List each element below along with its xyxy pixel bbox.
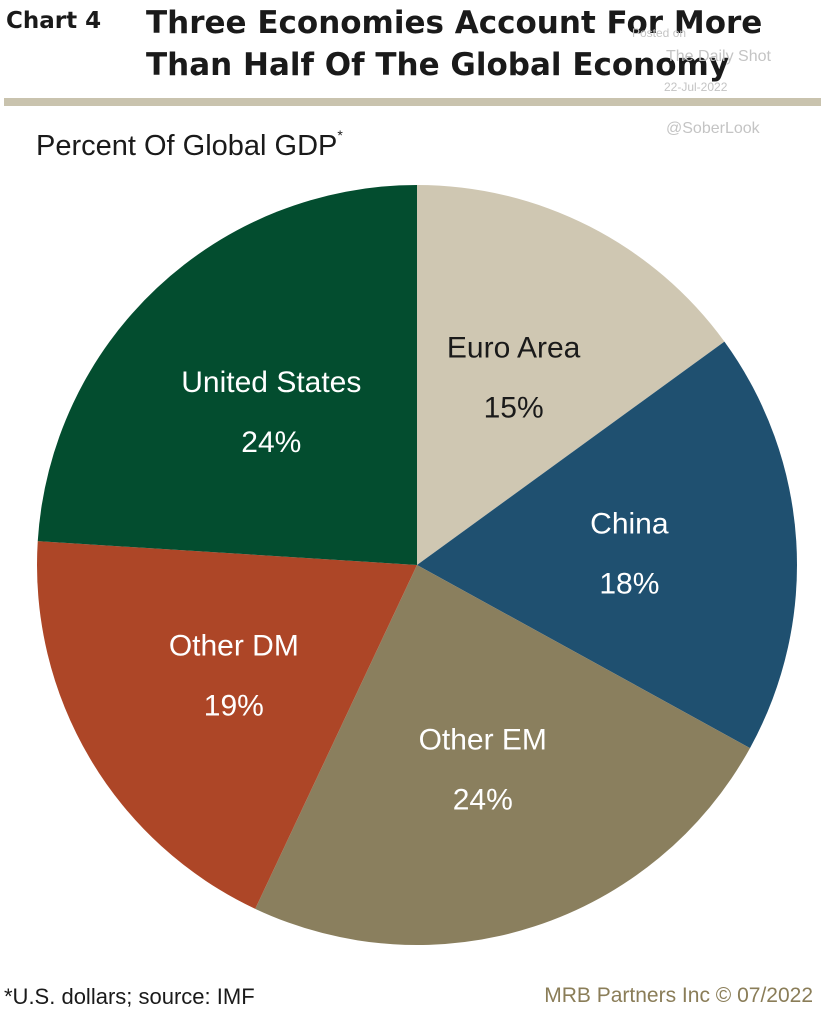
chart-subtitle: Percent Of Global GDP* [36, 127, 343, 163]
slice-label-united-states: United States [181, 366, 361, 399]
footnote-marker: * [337, 127, 343, 144]
slice-label-other-dm: Other DM [169, 629, 299, 662]
pie-slice-other-em [255, 565, 750, 945]
chart-number: Chart 4 [6, 8, 102, 34]
credit: MRB Partners Inc © 07/2022 [544, 984, 813, 1007]
chart-subtitle-text: Percent Of Global GDP [36, 130, 338, 162]
slice-value-united-states: 24% [241, 426, 301, 459]
pie-slice-euro-area [417, 185, 725, 565]
chart-title-line-2: Than Half Of The Global Economy [146, 47, 730, 83]
slice-label-euro-area: Euro Area [447, 331, 581, 364]
pie-slice-other-dm [36, 541, 417, 909]
slice-label-china: China [590, 508, 669, 541]
watermark-publication: The Daily Shot [666, 48, 771, 65]
watermark-posted-on: Posted on [632, 26, 687, 40]
pie-slice-united-states [37, 185, 417, 565]
slice-value-china: 18% [599, 568, 659, 601]
pie-slice-china [417, 341, 797, 749]
slice-value-other-em: 24% [453, 783, 513, 816]
slice-label-other-em: Other EM [419, 723, 547, 756]
slice-value-euro-area: 15% [484, 391, 544, 424]
watermark-handle: @SoberLook [666, 120, 760, 137]
slice-value-other-dm: 19% [204, 689, 264, 722]
watermark-date: 22-Jul-2022 [664, 80, 728, 94]
chart-title-line-1: Three Economies Account For More [146, 5, 763, 41]
footnote: *U.S. dollars; source: IMF [4, 984, 255, 1009]
title-divider [4, 98, 821, 106]
chart-title: Three Economies Account For More Than Ha… [146, 2, 806, 86]
